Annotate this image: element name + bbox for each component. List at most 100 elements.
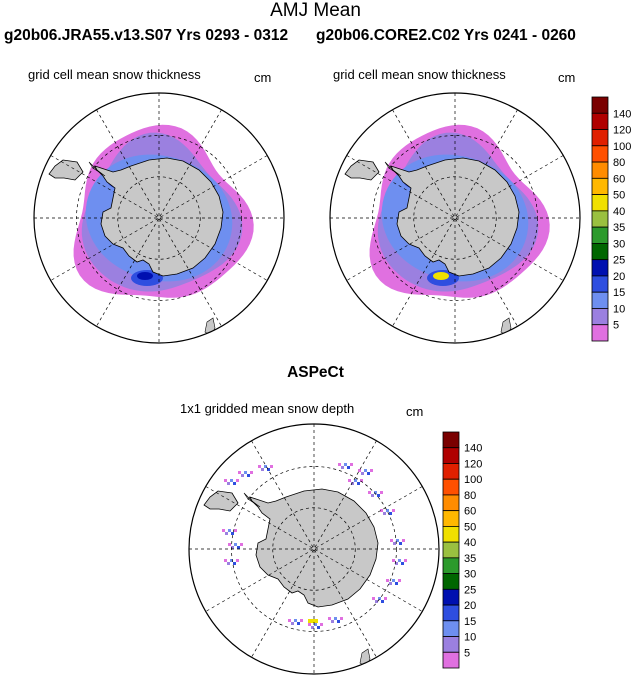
snow-obs-cell	[392, 509, 395, 512]
colorbar-label: 5	[613, 320, 619, 332]
snow-obs-cell	[393, 542, 396, 545]
snow-obs-cell	[311, 626, 314, 629]
snow-obs-cell	[395, 582, 398, 585]
snow-obs-cell	[404, 559, 407, 562]
snow-obs-cell	[390, 539, 393, 542]
snow-obs-cell	[334, 617, 337, 620]
colorbar-swatch	[442, 447, 460, 464]
colorbar-swatch	[442, 431, 460, 449]
snow-obs-cell	[358, 469, 361, 472]
snow-obs-cell	[317, 626, 320, 629]
ross-max-snow	[433, 272, 449, 280]
colorbar-label: 35	[464, 553, 476, 565]
snow-obs-cell	[250, 471, 253, 474]
snow-obs-cell	[384, 597, 387, 600]
colorbar-swatch	[591, 242, 609, 261]
snow-obs-cell	[375, 600, 378, 603]
colorbar-label: 20	[464, 600, 476, 612]
ross-max-snow	[137, 272, 153, 280]
snow-obs-cell	[308, 623, 311, 626]
colorbar-swatch	[591, 96, 609, 114]
colorbar-label: 20	[613, 271, 625, 283]
snow-obs-cell	[399, 542, 402, 545]
snow-obs-cell	[389, 512, 392, 515]
latitude-circle	[117, 176, 201, 260]
snow-obs-cell	[395, 562, 398, 565]
snow-obs-cell	[288, 619, 291, 622]
colorbar-label: 30	[613, 238, 625, 250]
snow-obs-cell	[291, 622, 294, 625]
bottom-panel-title: 1x1 gridded mean snow depth	[180, 401, 355, 416]
snow-obs-cell	[264, 465, 267, 468]
snow-obs-cell	[314, 623, 317, 626]
south-america-land	[203, 490, 239, 512]
colorbar-swatch	[442, 478, 460, 496]
snow-obs-cell	[267, 468, 270, 471]
colorbar-label: 35	[613, 222, 625, 234]
snow-obs-cell	[351, 482, 354, 485]
snow-obs-cell	[386, 579, 389, 582]
snow-obs-cell	[270, 465, 273, 468]
colorbar-label: 15	[464, 616, 476, 628]
snow-obs-cell	[227, 562, 230, 565]
colorbar-swatch	[442, 636, 460, 653]
snow-obs-cell	[230, 479, 233, 482]
colorbar-swatch	[442, 604, 460, 622]
latitude-circle	[413, 176, 497, 260]
figure-title: AMJ Mean	[270, 0, 361, 21]
colorbar-label: 50	[464, 521, 476, 533]
snow-obs-cell	[370, 469, 373, 472]
snow-obs-cell	[300, 619, 303, 622]
colorbar-label: 15	[613, 287, 625, 299]
snow-obs-cell	[341, 466, 344, 469]
snow-obs-cell	[231, 546, 234, 549]
colorbar-label: 30	[464, 569, 476, 581]
antarctic-peninsula	[88, 161, 106, 177]
snow-obs-cell	[331, 620, 334, 623]
colorbar-label: 120	[613, 125, 631, 137]
snow-obs-cell	[224, 559, 227, 562]
colorbar-label: 140	[613, 108, 631, 120]
snow-obs-cell	[371, 494, 374, 497]
colorbar-swatch	[591, 324, 609, 342]
colorbar-swatch	[442, 573, 460, 590]
snow-obs-cell	[297, 622, 300, 625]
snow-obs-cell	[225, 532, 228, 535]
colorbar-label: 40	[464, 537, 476, 549]
colorbar-swatch	[591, 226, 609, 244]
antarctica-land	[390, 157, 520, 277]
snow-obs-cell	[377, 494, 380, 497]
snow-obs-cell	[398, 579, 401, 582]
snow-obs-cell	[328, 617, 331, 620]
antarctica-land	[94, 157, 224, 277]
colorbar-label: 25	[613, 255, 625, 267]
colorbar-swatch	[591, 112, 609, 130]
snow-obs-cell	[398, 559, 401, 562]
snow-obs-cell	[396, 539, 399, 542]
snow-obs-cell	[320, 623, 323, 626]
south-america-land	[344, 159, 380, 181]
colorbar-label: 60	[464, 506, 476, 518]
colorbar-label: 10	[613, 303, 625, 315]
colorbar-swatch	[591, 275, 609, 293]
snow-obs-cell	[360, 479, 363, 482]
snow-obs-cell	[368, 491, 371, 494]
snow-obs-cell	[401, 562, 404, 565]
colorbar-swatch	[442, 541, 460, 559]
antarctic-peninsula	[243, 492, 261, 508]
snow-obs-cell	[236, 479, 239, 482]
snow-obs-cell	[381, 600, 384, 603]
snow-obs-cell	[247, 474, 250, 477]
snow-obs-cell	[367, 472, 370, 475]
snow-obs-cell	[294, 619, 297, 622]
snow-obs-cell	[386, 509, 389, 512]
snow-obs-cell	[224, 479, 227, 482]
snow-obs-cell	[364, 469, 367, 472]
colorbar-swatch	[442, 651, 460, 669]
colorbar-swatch	[591, 161, 609, 179]
snow-obs-cell	[233, 482, 236, 485]
colorbar-swatch	[591, 308, 609, 326]
snow-obs-cell	[261, 468, 264, 471]
colorbar-swatch	[442, 494, 460, 512]
snow-obs-cell	[236, 559, 239, 562]
